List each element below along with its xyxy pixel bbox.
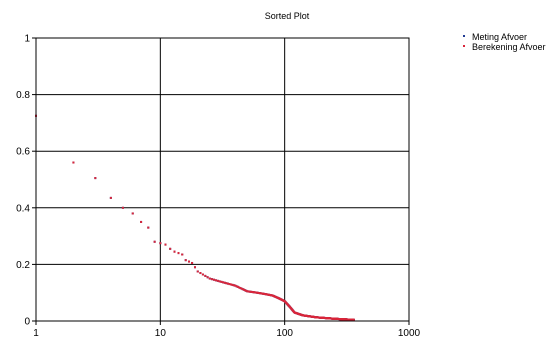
y-tick-label: 0.8 (16, 90, 30, 101)
y-tick-label: 0 (24, 317, 30, 328)
data-point (169, 247, 172, 250)
data-point (109, 196, 112, 199)
data-point (235, 285, 238, 288)
data-point (164, 243, 167, 246)
data-point (177, 252, 180, 255)
data-point (238, 286, 241, 289)
data-point (223, 281, 226, 284)
data-point (218, 280, 221, 283)
legend-label-berekening: Berekening Afvoer (472, 42, 546, 52)
data-point (240, 287, 243, 290)
data-point (247, 290, 250, 293)
data-point (225, 282, 228, 285)
data-point (187, 260, 190, 263)
data-point (181, 253, 184, 256)
data-point (147, 226, 150, 229)
data-point (208, 277, 211, 280)
data-points (35, 114, 355, 321)
legend-label-meting: Meting Afvoer (472, 32, 527, 42)
data-point (234, 284, 237, 287)
data-point (121, 206, 124, 209)
data-point (204, 274, 207, 277)
grid (36, 38, 409, 321)
data-point (184, 259, 187, 262)
data-point (193, 266, 196, 269)
y-tick-label: 0.4 (16, 203, 30, 214)
data-point (222, 281, 225, 284)
data-point (244, 289, 247, 292)
data-point (239, 287, 242, 290)
data-point (228, 283, 231, 286)
data-point (245, 289, 248, 292)
data-point (249, 290, 252, 293)
data-point (212, 278, 215, 281)
data-point (173, 250, 176, 253)
data-point (220, 280, 223, 283)
legend: Meting Afvoer Berekening Afvoer (463, 32, 546, 52)
data-point (232, 284, 235, 287)
data-point (196, 270, 199, 273)
data-point (131, 212, 134, 215)
data-point (231, 283, 234, 286)
data-point (241, 288, 244, 291)
data-point (248, 290, 251, 293)
data-point (191, 261, 194, 264)
data-point (159, 242, 162, 245)
data-point (229, 283, 232, 286)
data-point (206, 276, 209, 279)
data-point (199, 272, 202, 275)
data-point (94, 177, 97, 180)
y-tick-label: 0.6 (16, 147, 30, 158)
legend-marker-berekening (463, 45, 465, 47)
legend-marker-meting (463, 35, 465, 37)
x-tick-label: 1 (33, 328, 39, 338)
data-point (242, 288, 245, 291)
data-point (246, 290, 249, 293)
y-tick-label: 1 (24, 34, 30, 45)
data-point (72, 161, 75, 164)
y-axis: 0 0.2 0.4 0.6 0.8 1 (16, 34, 36, 328)
data-point (216, 279, 219, 282)
y-tick-label: 0.2 (16, 260, 30, 271)
data-point (140, 220, 143, 223)
x-tick-label: 100 (276, 328, 293, 338)
data-point (352, 318, 355, 321)
chart-title: Sorted Plot (265, 11, 310, 21)
x-axis: 1 10 100 1000 (33, 321, 421, 338)
x-tick-label: 1000 (398, 328, 421, 338)
data-point (236, 285, 239, 288)
data-point (153, 240, 156, 243)
data-point (210, 278, 213, 281)
data-point (226, 282, 229, 285)
plot-area (35, 37, 410, 322)
data-point (214, 279, 217, 282)
data-point (201, 273, 204, 276)
x-tick-label: 10 (155, 328, 167, 338)
